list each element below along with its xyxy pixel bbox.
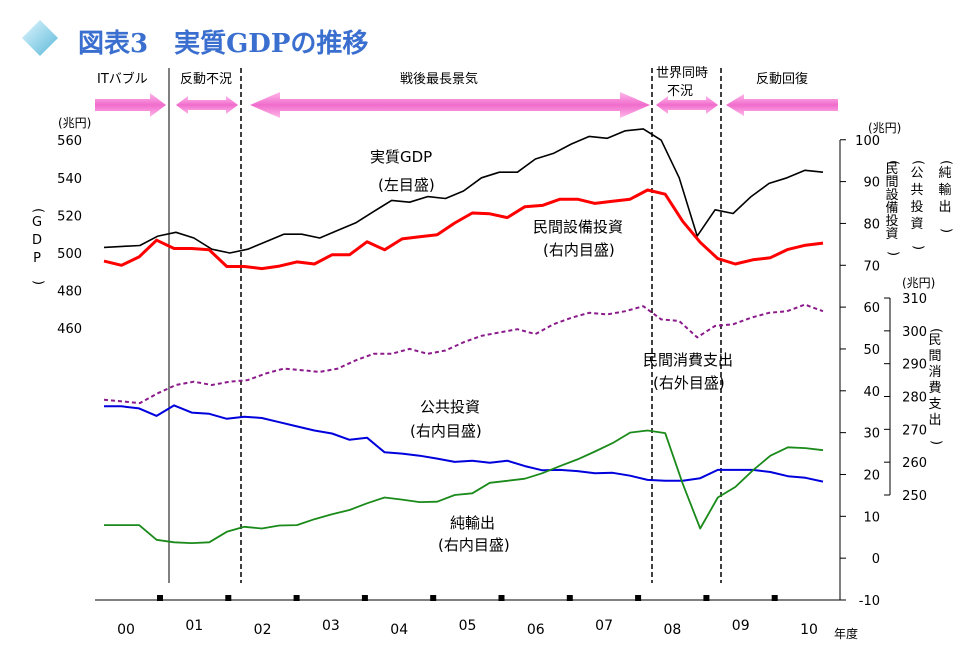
left-axis-unit: (兆円) — [58, 116, 91, 130]
period-label-world-recession-1: 世界同時 — [656, 66, 708, 81]
right-outer-axis-unit: (兆円) — [902, 276, 935, 290]
right-inner-tick-label: 60 — [863, 301, 880, 316]
arrow-backlash-recession — [176, 96, 238, 114]
x-axis-ticks: 00 01 02 03 04 05 06 07 08 09 10 — [117, 595, 818, 638]
consumption-series-line — [103, 303, 824, 405]
period-label-world-recession-2: 不況 — [667, 84, 693, 99]
title-diamond-icon — [22, 20, 58, 56]
left-tick-label: 520 — [57, 209, 82, 224]
x-tick-label: 03 — [322, 618, 340, 634]
netexports-series-label: 純輸出 — [450, 514, 495, 532]
period-label-backlash-recession: 反動不況 — [180, 72, 232, 87]
right-inner-tick-label: 90 — [863, 176, 880, 191]
x-tick-label: 10 — [800, 622, 818, 638]
right-inner-axis-title-public: (公共投資) — [910, 160, 925, 250]
right-inner-tick-label: 50 — [863, 343, 880, 358]
x-axis-unit: 年度 — [834, 626, 858, 641]
x-tick-label: 00 — [117, 622, 135, 638]
page-title: 図表3 実質GDPの推移 — [78, 28, 368, 59]
right-inner-tick-label: 80 — [863, 217, 880, 232]
left-tick-label: 500 — [57, 247, 82, 262]
x-tick-label: 04 — [390, 622, 408, 638]
series-labels: 実質GDP (左目盛) 民間設備投資 (右内目盛) 民間消費支出 (右外目盛) … — [370, 148, 733, 554]
gdp-series-line — [103, 128, 824, 254]
arrow-it-bubble — [95, 93, 166, 117]
period-labels: ITバブル 反動不況 戦後最長景気 世界同時 不況 反動回復 — [97, 66, 808, 99]
right-outer-tick-label: 280 — [902, 391, 927, 406]
period-arrows — [95, 92, 838, 118]
period-label-it-bubble: ITバブル — [97, 71, 148, 87]
x-tick-label: 09 — [732, 618, 750, 634]
series-layer — [103, 128, 824, 544]
right-outer-axis-ticks: 250 260 270 280 290 300 310 — [884, 292, 927, 504]
arrow-world-recession — [656, 96, 718, 114]
x-tick-label: 07 — [595, 618, 613, 634]
left-axis-title: (G D P) — [30, 208, 45, 285]
right-inner-tick-label: 40 — [863, 385, 880, 400]
period-label-backlash-recovery: 反動回復 — [756, 71, 808, 87]
consumption-series-label: 民間消費支出 — [643, 351, 733, 369]
gdp-series-label: 実質GDP — [370, 148, 432, 166]
capex-series-label: 民間設備投資 — [533, 218, 623, 236]
public-series-label: 公共投資 — [420, 398, 480, 416]
consumption-series-sublabel: (右外目盛) — [653, 374, 725, 392]
right-outer-tick-label: 300 — [902, 325, 927, 340]
x-year-marker — [157, 595, 163, 601]
x-tick-label: 06 — [527, 622, 545, 638]
arrow-backlash-recovery — [726, 94, 838, 116]
public-series-sublabel: (右内目盛) — [410, 422, 482, 440]
right-inner-axis-ticks: -10 0 10 20 30 40 50 60 70 80 90 100 — [840, 134, 880, 609]
right-inner-tick-label: 30 — [863, 427, 880, 442]
right-inner-tick-label: 20 — [863, 468, 880, 483]
left-tick-label: 560 — [57, 134, 82, 149]
axis-titles: (G D P) (民間設備投資) (公共投資) (純輸出) (民間消費支出) — [30, 160, 953, 445]
right-inner-tick-label: 100 — [855, 134, 880, 149]
left-tick-label: 540 — [57, 172, 82, 187]
right-outer-tick-label: 250 — [902, 489, 927, 504]
x-year-marker — [771, 595, 778, 601]
left-axis-ticks: 460 480 500 520 540 560 — [57, 134, 82, 337]
x-tick-label: 08 — [663, 622, 681, 638]
x-year-marker — [361, 595, 368, 601]
right-inner-tick-label: 0 — [872, 552, 880, 567]
right-inner-tick-label: 10 — [863, 510, 880, 525]
right-outer-tick-label: 310 — [902, 292, 927, 307]
right-inner-tick-label: -10 — [859, 594, 880, 609]
title-group: 図表3 実質GDPの推移 — [22, 20, 368, 59]
capex-series-line — [103, 188, 824, 271]
right-inner-tick-label: 70 — [863, 259, 880, 274]
x-year-marker — [703, 595, 710, 601]
right-inner-axis-unit: (兆円) — [868, 121, 901, 135]
x-tick-label: 02 — [254, 622, 272, 638]
left-tick-label: 480 — [57, 285, 82, 300]
right-outer-tick-label: 260 — [902, 456, 927, 471]
right-outer-axis-title: (民間消費支出) — [928, 328, 943, 445]
x-year-marker — [225, 595, 232, 601]
period-label-longest-expansion: 戦後最長景気 — [400, 71, 478, 87]
x-tick-label: 01 — [185, 618, 203, 634]
x-year-marker — [635, 595, 642, 601]
left-tick-label: 460 — [57, 322, 82, 337]
netexports-series-line — [104, 429, 824, 544]
netexports-series-sublabel: (右内目盛) — [438, 536, 510, 554]
x-year-marker — [293, 595, 300, 601]
x-year-marker — [566, 595, 573, 601]
right-inner-axis-title-capex: (民間設備投資) — [885, 160, 900, 256]
x-year-marker — [498, 595, 505, 601]
period-dividers — [168, 68, 722, 583]
public-series-line — [104, 404, 824, 483]
right-outer-tick-label: 270 — [902, 423, 927, 438]
gdp-series-sublabel: (左目盛) — [378, 176, 435, 194]
axis-units: (兆円) (兆円) (兆円) 年度 — [58, 116, 935, 641]
right-outer-tick-label: 290 — [902, 358, 927, 373]
x-year-marker — [430, 595, 437, 601]
arrow-longest-expansion — [250, 92, 650, 118]
capex-series-sublabel: (右内目盛) — [543, 241, 615, 259]
x-tick-label: 05 — [459, 618, 477, 634]
right-inner-axis-title-netexports: (純輸出) — [938, 160, 953, 233]
